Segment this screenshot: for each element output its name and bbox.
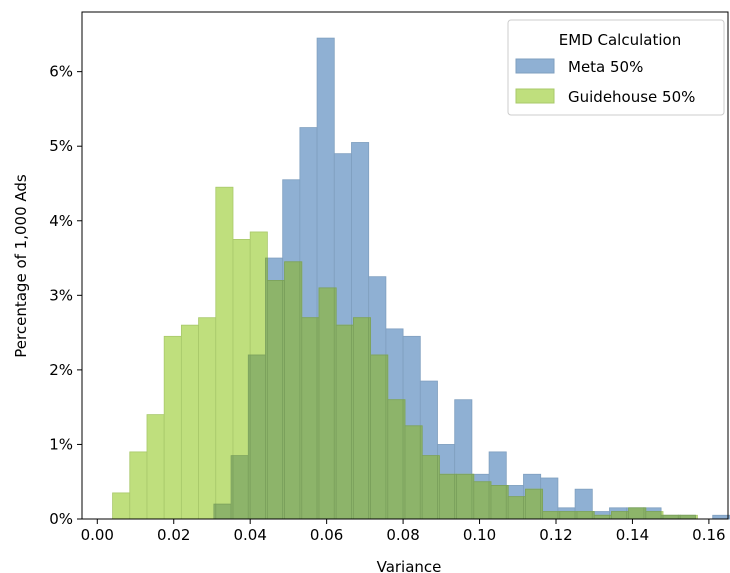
guidehouse-bar [198,317,217,520]
x-tick-label: 0.06 [310,526,343,544]
guidehouse-bar [129,451,148,520]
legend: EMD Calculation Meta 50% Guidehouse 50% [507,19,725,116]
x-axis-ticks: 0.00 0.02 0.04 0.06 0.08 0.10 0.12 0.14 0.16 [81,519,726,544]
overlap-bar [559,511,576,520]
overlap-bar [542,511,559,520]
overlap-bar [662,514,679,520]
overlap-bar [421,455,438,520]
overlap-bar [490,485,507,520]
y-tick-label: 3% [49,286,73,304]
y-tick-label: 1% [49,435,73,453]
overlap-bar [284,261,301,520]
guidehouse-bar [180,324,199,520]
overlap-bar [370,354,387,520]
y-axis-label: Percentage of 1,000 Ads [12,174,30,358]
overlap-bar [318,287,335,520]
y-axis-ticks: 0% 1% 2% 3% 4% 5% 6% [49,63,82,528]
overlap-bar [473,481,490,520]
x-tick-label: 0.16 [692,526,725,544]
x-tick-label: 0.12 [539,526,572,544]
overlap-bar [387,399,404,520]
guidehouse-bar [215,186,234,520]
guidehouse-bar [112,492,131,520]
x-tick-label: 0.00 [81,526,114,544]
overlap-bar [232,455,249,520]
overlap-bar [593,514,610,520]
y-tick-label: 5% [49,137,73,155]
overlap-bar [335,324,352,520]
overlap-bar [576,511,593,520]
overlap-bar [645,511,662,520]
overlap-bar [456,473,473,520]
x-tick-label: 0.14 [616,526,649,544]
overlap-bar [525,488,542,520]
legend-title: EMD Calculation [559,31,681,49]
x-tick-label: 0.10 [463,526,496,544]
plot-frame [81,11,729,520]
overlap-bar [404,425,421,520]
y-tick-label: 0% [49,510,73,528]
overlap-bar [301,317,318,520]
meta-bar [712,514,730,520]
guidehouse-bar [146,414,165,520]
overlap-bar [628,507,645,520]
overlap-bar [439,473,456,520]
overlap-bar [215,503,232,520]
y-tick-label: 4% [49,212,73,230]
x-tick-label: 0.02 [157,526,190,544]
overlap-bars [213,257,696,520]
overlap-bar [507,496,524,520]
legend-box [507,19,725,116]
x-tick-label: 0.04 [233,526,266,544]
y-tick-label: 2% [49,361,73,379]
x-axis-label: Variance [377,558,442,573]
legend-label-meta: Meta 50% [568,58,643,76]
legend-swatch-meta [515,58,555,74]
legend-swatch-guidehouse [515,88,555,104]
legend-label-guidehouse: Guidehouse 50% [568,88,695,106]
x-tick-label: 0.08 [386,526,419,544]
overlap-bar [352,317,370,520]
y-tick-label: 6% [49,63,73,81]
overlap-bar [266,280,284,520]
overlap-bar [249,354,266,520]
overlap-bar [611,511,628,520]
overlap-bar [679,514,696,520]
guidehouse-bar [163,335,182,520]
